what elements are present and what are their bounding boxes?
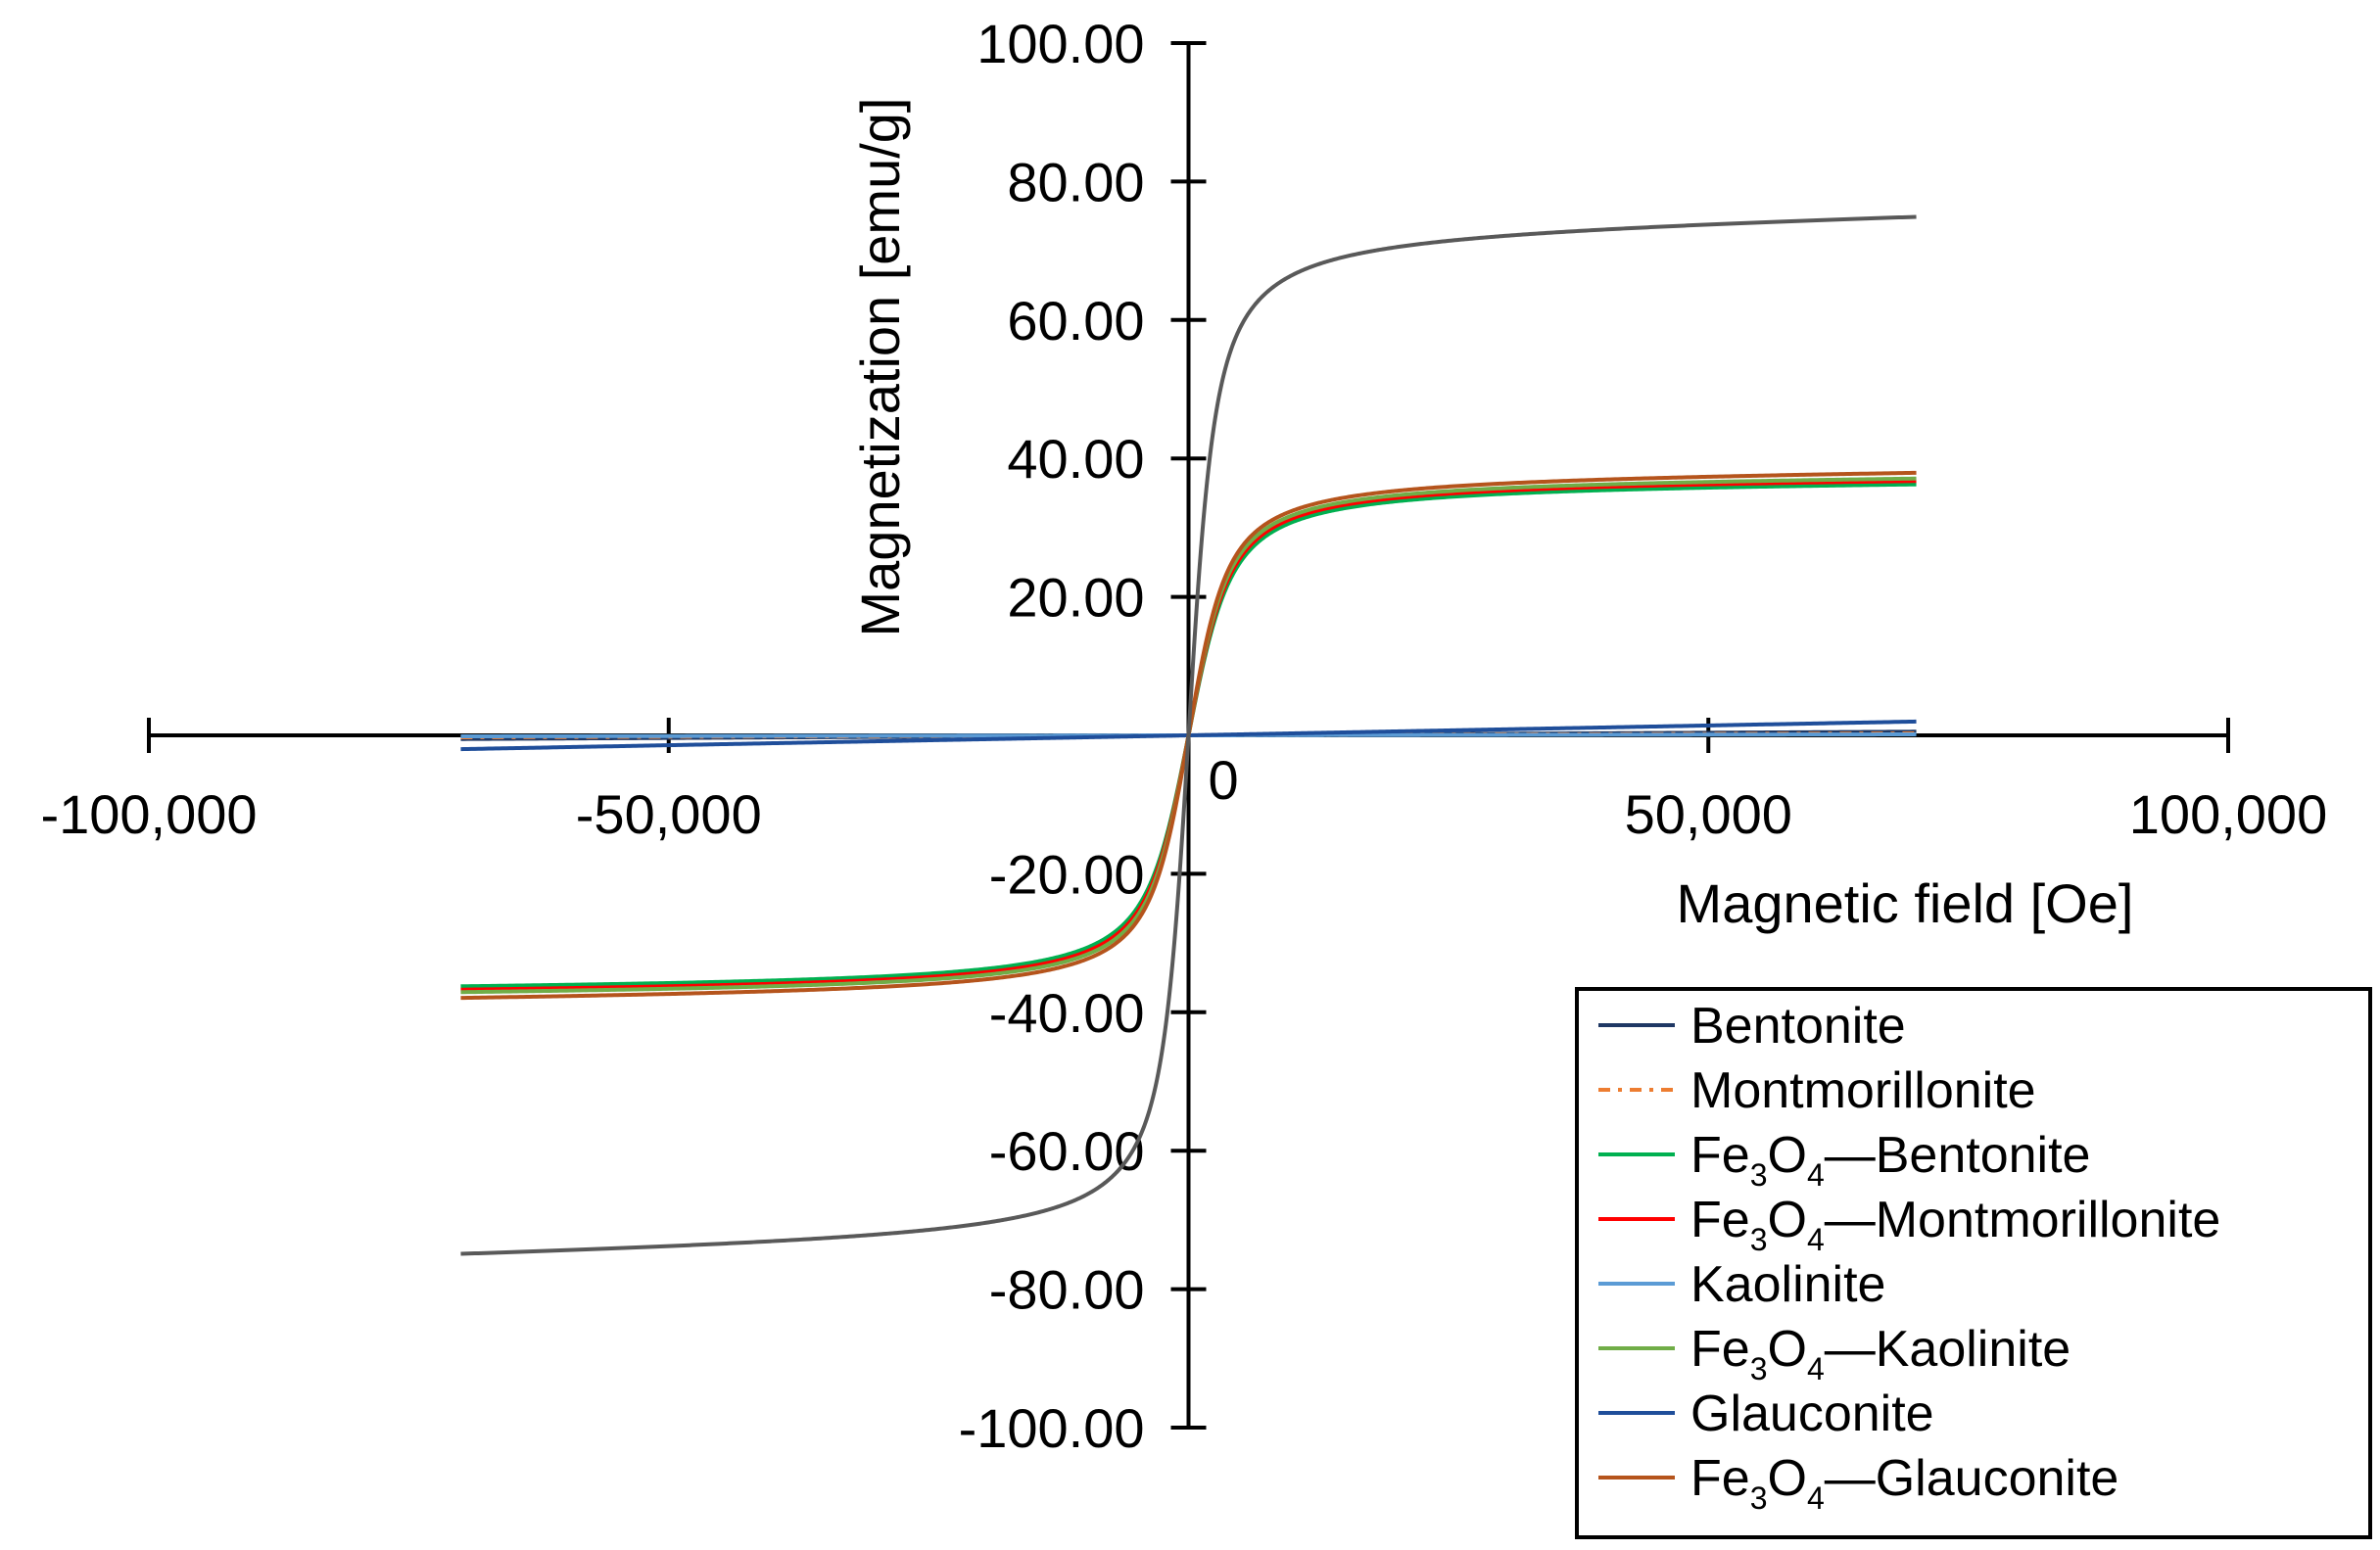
y-axis-title: Magnetization [emu/g] xyxy=(849,98,911,637)
series-lines xyxy=(460,214,1917,1256)
y-tick-label: -80.00 xyxy=(989,1259,1145,1321)
legend-label: Glauconite xyxy=(1690,1386,1934,1442)
x-ticks: -100,000 -50,000 50,000 100,000 xyxy=(40,718,2327,845)
legend-label: Fe3O4—Kaolinite xyxy=(1690,1321,2071,1386)
y-tick-label: 20.00 xyxy=(1007,567,1144,629)
legend-box xyxy=(1575,987,2372,1539)
y-ticks: 100.00 80.00 60.00 40.00 20.00 -20.00 -40.00 -6… xyxy=(959,13,1207,1459)
y-tick-label: 60.00 xyxy=(1007,290,1144,352)
legend-label: Montmorillonite xyxy=(1690,1062,2036,1119)
series-line-fe3o4 xyxy=(460,214,1917,1256)
y-tick-label: 80.00 xyxy=(1007,151,1144,212)
legend-label: Kaolinite xyxy=(1690,1256,1885,1313)
y-tick-label: -100.00 xyxy=(959,1397,1145,1459)
x-axis-title: Magnetic field [Oe] xyxy=(1677,872,2134,934)
y-tick-label: -60.00 xyxy=(989,1120,1145,1182)
legend-label: Fe3O4—Bentonite xyxy=(1690,1127,2090,1193)
y-tick-label: 40.00 xyxy=(1007,428,1144,490)
x-tick-label: 100,000 xyxy=(2129,783,2327,845)
y-tick-label: 100.00 xyxy=(976,13,1144,74)
legend-label: Fe3O4—Montmorillonite xyxy=(1690,1192,2220,1257)
legend-label: Bentonite xyxy=(1690,998,1906,1055)
origin-label: 0 xyxy=(1209,749,1239,811)
legend-label: Fe3O4—Glauconite xyxy=(1690,1450,2118,1516)
x-tick-label: -100,000 xyxy=(40,783,257,845)
x-tick-label: 50,000 xyxy=(1625,783,1792,845)
y-tick-label: -40.00 xyxy=(989,982,1145,1044)
legend: BentoniteMontmorilloniteFe3O4—BentoniteF… xyxy=(1575,987,2372,1539)
x-tick-label: -50,000 xyxy=(576,783,762,845)
y-tick-label: -20.00 xyxy=(989,843,1145,905)
